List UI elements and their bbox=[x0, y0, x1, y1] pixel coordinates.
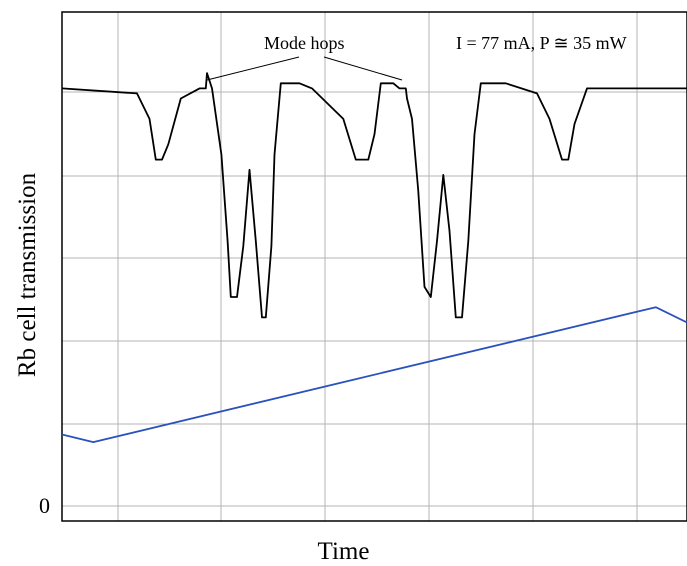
plot-frame bbox=[61, 11, 687, 522]
series-line-0 bbox=[61, 72, 687, 319]
y-tick-label-0: 0 bbox=[39, 493, 50, 518]
conditions-annotation: I = 77 mA, P ≅ 35 mW bbox=[456, 33, 627, 53]
x-axis-label: Time bbox=[317, 538, 370, 565]
mode-hops-annotation: Mode hops bbox=[264, 33, 345, 53]
mode-hop-leader-left bbox=[206, 56, 300, 81]
mode-hop-leader-right bbox=[323, 56, 403, 81]
y-axis-label: Rb cell transmission bbox=[14, 172, 41, 378]
series-layer bbox=[61, 72, 687, 443]
series-line-1 bbox=[61, 306, 687, 443]
